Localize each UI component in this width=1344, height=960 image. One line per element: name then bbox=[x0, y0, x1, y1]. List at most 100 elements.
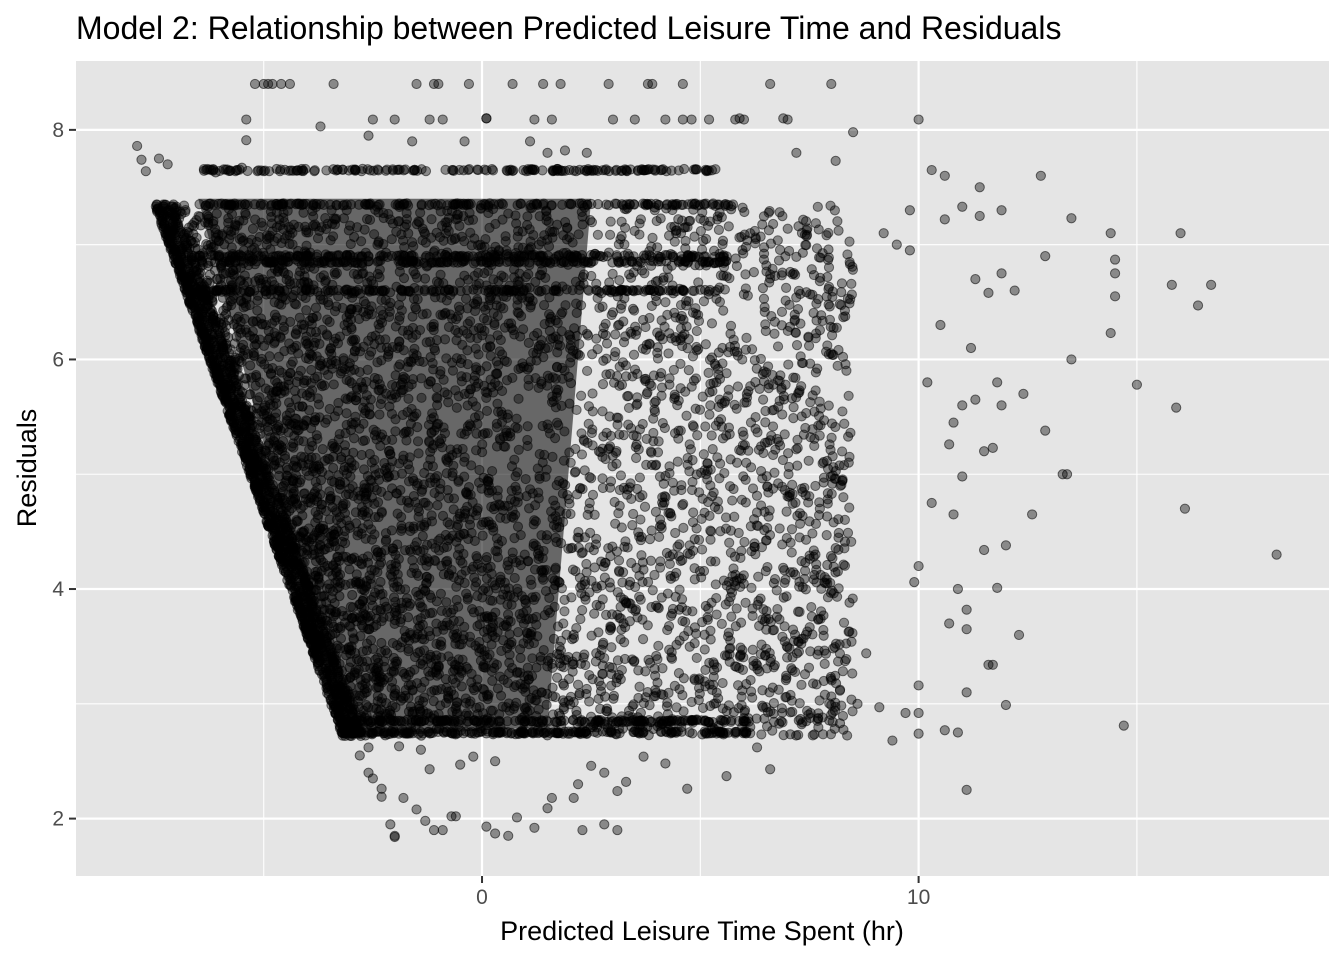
data-point bbox=[687, 351, 699, 362]
data-point bbox=[704, 657, 715, 669]
data-point bbox=[614, 566, 625, 577]
data-point bbox=[731, 403, 742, 414]
data-point bbox=[705, 700, 716, 712]
data-point bbox=[828, 561, 839, 572]
data-point bbox=[797, 717, 808, 728]
data-point bbox=[673, 668, 685, 679]
data-point bbox=[792, 460, 803, 471]
data-point bbox=[731, 603, 742, 614]
data-point bbox=[741, 332, 752, 343]
data-point bbox=[577, 483, 588, 495]
data-point bbox=[826, 418, 838, 429]
data-point bbox=[839, 543, 850, 554]
data-point bbox=[723, 596, 735, 607]
data-point bbox=[796, 411, 807, 422]
data-point bbox=[700, 600, 711, 612]
data-point bbox=[615, 634, 626, 645]
data-point bbox=[714, 394, 725, 405]
data-point bbox=[794, 385, 805, 396]
data-point bbox=[771, 433, 783, 445]
data-point bbox=[662, 588, 673, 599]
data-point bbox=[781, 282, 792, 293]
data-point bbox=[741, 457, 752, 468]
data-point bbox=[704, 409, 715, 420]
data-point bbox=[837, 406, 848, 417]
data-point bbox=[827, 451, 838, 462]
data-point bbox=[671, 702, 682, 713]
data-point bbox=[689, 563, 700, 574]
data-point bbox=[677, 215, 688, 226]
data-point bbox=[791, 730, 802, 741]
data-point bbox=[748, 267, 759, 278]
data-point bbox=[711, 609, 722, 620]
data-point bbox=[815, 420, 826, 431]
data-point bbox=[767, 421, 779, 432]
data-point bbox=[755, 500, 767, 511]
data-point bbox=[601, 427, 612, 438]
data-point bbox=[832, 591, 843, 602]
data-point bbox=[814, 503, 825, 514]
data-point bbox=[678, 522, 689, 534]
data-point bbox=[813, 224, 824, 235]
data-point bbox=[629, 655, 640, 666]
data-point bbox=[615, 303, 626, 314]
data-point bbox=[576, 580, 587, 591]
data-point bbox=[761, 663, 773, 674]
data-point bbox=[645, 555, 657, 566]
data-point bbox=[644, 312, 655, 324]
data-point bbox=[670, 527, 681, 539]
data-point bbox=[772, 341, 784, 352]
data-point bbox=[707, 386, 718, 397]
data-point bbox=[638, 564, 649, 575]
data-point bbox=[657, 334, 668, 345]
chart-title: Model 2: Relationship between Predicted … bbox=[76, 10, 1061, 46]
data-point bbox=[592, 344, 603, 355]
data-point bbox=[579, 532, 591, 543]
data-point bbox=[781, 506, 792, 517]
data-point bbox=[597, 378, 609, 390]
data-point bbox=[586, 630, 597, 641]
data-point bbox=[587, 406, 598, 417]
data-point bbox=[798, 429, 809, 440]
data-point bbox=[649, 406, 661, 417]
data-point bbox=[752, 427, 763, 438]
data-point bbox=[653, 640, 664, 651]
data-point bbox=[568, 697, 579, 708]
data-point bbox=[647, 232, 658, 243]
data-point bbox=[838, 559, 849, 570]
data-point bbox=[786, 547, 797, 558]
data-point bbox=[799, 482, 810, 493]
data-point bbox=[713, 224, 725, 236]
data-point bbox=[826, 330, 838, 341]
data-point bbox=[639, 501, 651, 512]
data-point bbox=[711, 592, 722, 604]
data-point bbox=[793, 606, 804, 617]
data-point bbox=[691, 325, 702, 337]
data-point bbox=[773, 684, 784, 695]
data-point bbox=[787, 652, 798, 663]
data-point bbox=[785, 707, 796, 718]
data-point bbox=[644, 378, 655, 389]
data-point bbox=[787, 269, 798, 280]
data-point bbox=[678, 631, 690, 642]
data-point bbox=[824, 715, 835, 726]
data-point bbox=[659, 422, 670, 434]
data-point bbox=[838, 312, 849, 323]
data-point bbox=[676, 602, 688, 613]
data-point bbox=[599, 652, 610, 664]
data-point bbox=[724, 537, 735, 548]
data-point bbox=[651, 215, 662, 227]
data-point bbox=[193, 210, 204, 222]
data-point bbox=[696, 544, 708, 555]
data-point bbox=[615, 470, 627, 481]
data-point bbox=[772, 603, 783, 615]
data-point bbox=[739, 536, 750, 548]
data-point bbox=[833, 225, 844, 236]
data-point bbox=[833, 583, 844, 594]
data-point bbox=[644, 534, 656, 545]
data-point bbox=[626, 557, 637, 569]
data-point bbox=[662, 624, 673, 636]
data-point bbox=[677, 690, 688, 701]
data-point bbox=[844, 626, 855, 637]
data-point bbox=[582, 365, 593, 377]
